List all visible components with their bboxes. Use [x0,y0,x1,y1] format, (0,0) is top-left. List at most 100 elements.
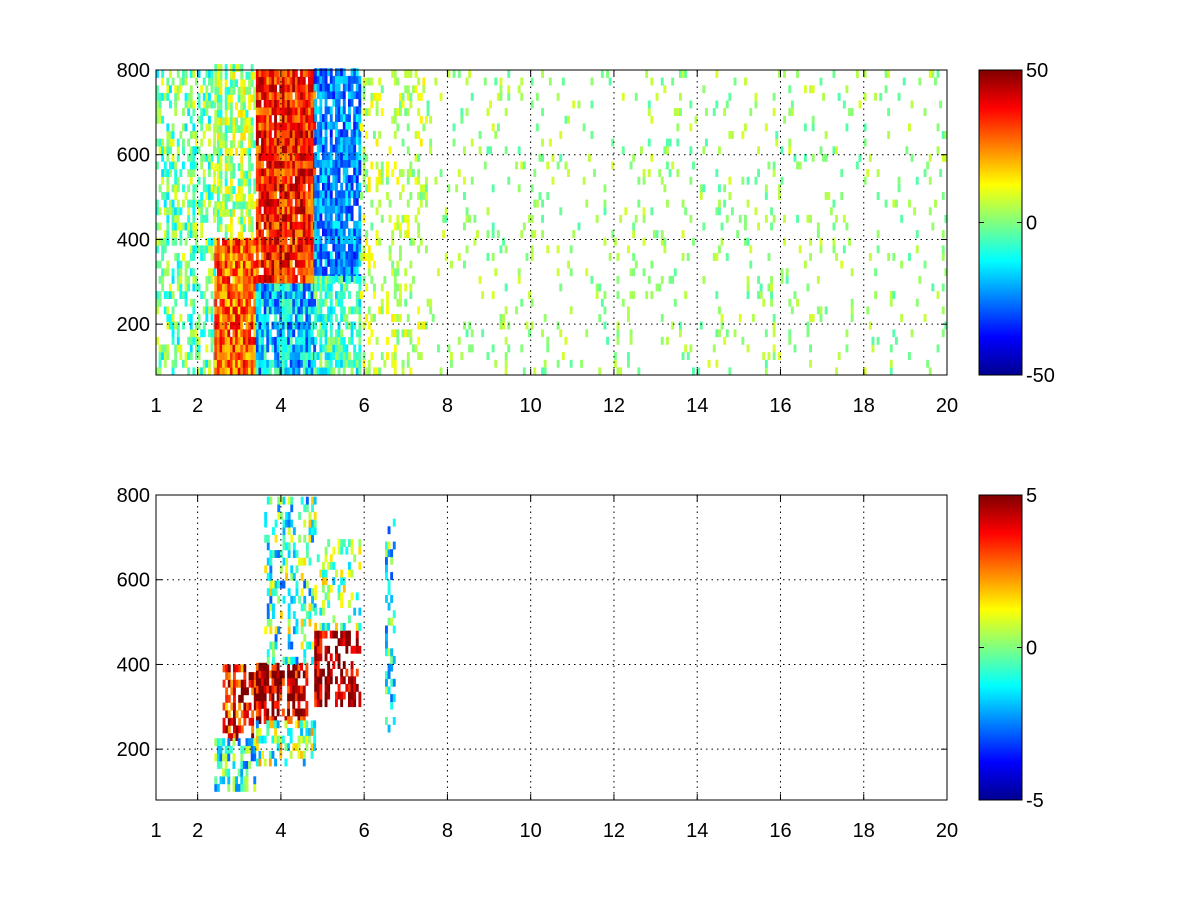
heatmap-cell [268,685,272,694]
heatmap-cell [266,206,270,215]
heatmap-cell [316,205,320,214]
heatmap-cell [444,214,448,223]
heatmap-cell [666,146,669,155]
heatmap-cell [294,352,298,360]
heatmap-cell [342,205,346,214]
heatmap-cell [342,258,346,267]
heatmap-cell [248,329,251,338]
heatmap-cell [284,298,288,307]
heatmap-cell [274,191,277,200]
heatmap-cell [478,275,482,284]
heatmap-cell [447,344,451,353]
heatmap-cell [308,252,311,261]
heatmap-cell [166,352,170,360]
x-tick-label: 18 [853,395,875,417]
heatmap-cell [284,267,288,276]
heatmap-cell [314,291,318,299]
heatmap-cell [255,743,259,752]
heatmap-cell [263,92,267,100]
heatmap-cell [340,220,344,229]
heatmap-cell [310,244,314,253]
heatmap-cell [684,291,688,299]
heatmap-cell [281,352,285,360]
heatmap-cell [499,85,503,94]
heatmap-cell [396,260,400,269]
heatmap-cell [666,336,669,345]
heatmap-cell [232,170,236,179]
heatmap-cell [192,222,196,231]
heatmap-cell [595,214,599,223]
heatmap-cell [358,121,362,130]
heatmap-cell [174,184,178,193]
heatmap-cell [268,259,272,268]
heatmap-cell [229,224,233,233]
heatmap-cell [245,201,249,210]
heatmap-cell [350,367,354,376]
heatmap-cell [240,147,244,156]
heatmap-cell [161,153,165,162]
heatmap-cell [158,146,162,155]
heatmap-cell [240,186,244,194]
heatmap-cell [543,314,547,322]
heatmap-cell [269,618,273,627]
heatmap-cell [502,237,505,246]
heatmap-cell [214,321,218,330]
heatmap-cell [297,700,301,709]
heatmap-cell [391,359,395,368]
heatmap-cell [292,367,296,376]
heatmap-cell [227,694,231,703]
heatmap-cell [494,268,498,277]
colorbar-tick-label: 0 [1026,638,1037,660]
heatmap-cell [179,314,183,322]
heatmap-cell [279,693,283,702]
heatmap-cell [263,367,267,376]
heatmap-cell [494,359,498,368]
heatmap-cell [289,298,293,307]
heatmap-cell [392,625,396,634]
heatmap-cell [258,758,262,767]
heatmap-cell [251,687,255,696]
heatmap-cell [348,569,351,578]
heatmap-cell [335,159,338,168]
heatmap-cell [655,230,659,238]
heatmap-cell [182,138,185,147]
heatmap-cell [158,298,162,307]
heatmap-cell [313,743,317,752]
heatmap-cell [845,123,849,132]
heatmap-cell [337,367,341,376]
heatmap-cell [749,108,753,116]
heatmap-cell [300,145,303,154]
heatmap-cell [240,776,244,785]
heatmap-cell [928,367,932,376]
heatmap-cell [232,336,236,345]
heatmap-cell [242,275,246,284]
heatmap-cell [353,167,357,176]
heatmap-cell [287,656,291,665]
heatmap-cell [250,275,254,284]
colorbar-tick-label: -50 [1026,365,1055,387]
heatmap-cell [327,584,331,593]
heatmap-cell [546,336,550,345]
heatmap-cell [324,676,328,685]
heatmap-cell [409,367,413,376]
heatmap-cell [314,243,318,252]
heatmap-cell [263,678,267,686]
heatmap-cell [378,176,382,185]
heatmap-cell [281,236,285,245]
heatmap-cell [608,253,612,261]
heatmap-cell [689,344,693,353]
heatmap-cell [189,222,193,231]
heatmap-cell [316,661,320,669]
heatmap-cell [329,561,333,570]
heatmap-cell [242,359,246,368]
heatmap-cell [287,321,290,330]
heatmap-cell [322,121,325,130]
heatmap-cell [233,687,236,696]
heatmap-cell [340,668,344,677]
heatmap-cell [158,291,162,299]
heatmap-cell [219,306,223,315]
heatmap-cell [337,251,341,260]
heatmap-cell [393,222,397,231]
heatmap-cell [348,691,351,700]
